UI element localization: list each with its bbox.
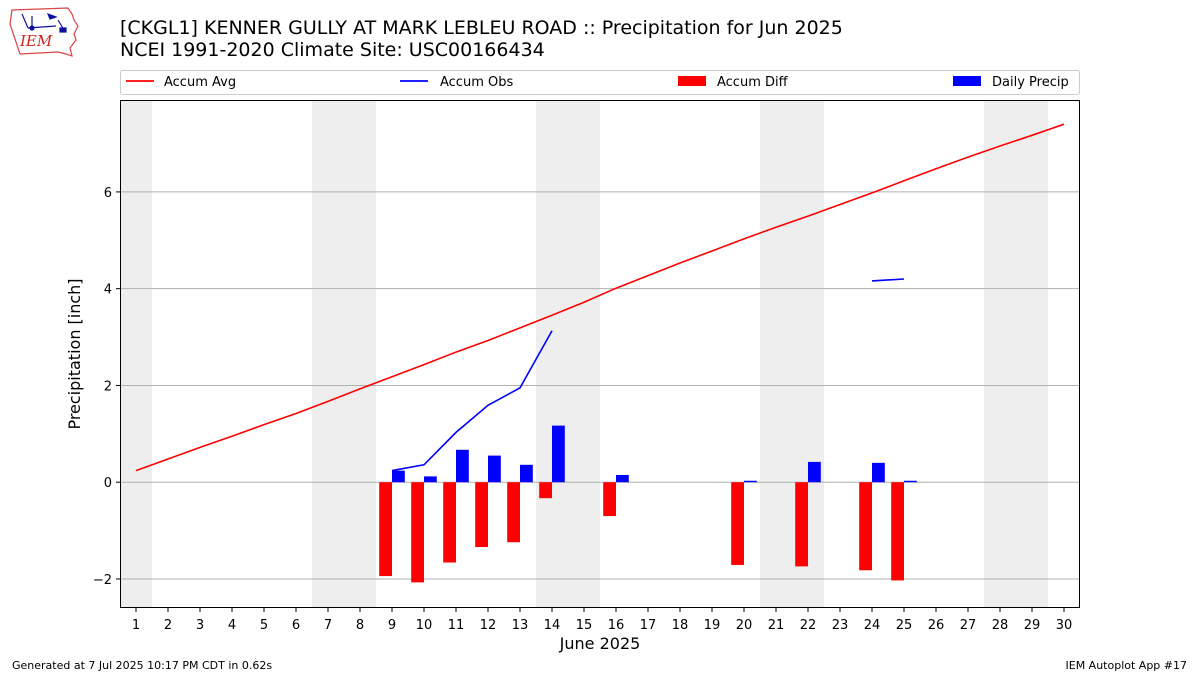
accum-diff-bar — [379, 482, 392, 577]
accum-diff-bar — [443, 482, 456, 563]
x-tick-label: 9 — [388, 618, 396, 633]
daily-precip-bar — [392, 470, 405, 483]
x-tick-label: 16 — [608, 618, 625, 633]
x-tick-label: 12 — [480, 618, 497, 633]
daily-precip-bar — [456, 449, 469, 483]
x-tick-label: 14 — [544, 618, 561, 633]
x-tick-label: 29 — [1024, 618, 1041, 633]
weekend-band — [344, 100, 376, 608]
x-tick-label: 15 — [576, 618, 593, 633]
bars — [379, 425, 917, 583]
x-axis-label: June 2025 — [559, 634, 641, 653]
x-tick-label: 13 — [512, 618, 529, 633]
y-axis: −2 0 2 4 6 — [93, 186, 120, 588]
legend-box — [120, 70, 1080, 95]
grid-lines — [120, 191, 1080, 580]
x-tick-label: 7 — [324, 618, 332, 633]
daily-precip-bar — [488, 455, 501, 483]
accum-diff-bar — [507, 482, 520, 543]
daily-precip-bar — [616, 474, 629, 483]
x-tick-label: 6 — [292, 618, 300, 633]
daily-precip-bar — [424, 476, 437, 483]
daily-precip-bar — [744, 480, 757, 483]
weekend-band — [1016, 100, 1048, 608]
chart-subtitle: NCEI 1991-2020 Climate Site: USC00166434 — [120, 39, 545, 61]
x-tick-label: 4 — [228, 618, 236, 633]
accum-diff-bar — [539, 482, 552, 499]
legend: Accum Avg Accum Obs Accum Diff Daily Precip — [120, 70, 1080, 95]
accum-diff-bar — [603, 482, 616, 517]
y-tick-label: 0 — [104, 476, 112, 491]
series-lines — [135, 123, 1065, 472]
accum-diff-bar — [411, 482, 424, 583]
x-tick-label: 24 — [864, 618, 881, 633]
weekend-band — [984, 100, 1016, 608]
weekend-band — [568, 100, 600, 608]
weekend-band — [760, 100, 792, 608]
legend-label: Accum Obs — [440, 75, 513, 90]
x-tick-label: 25 — [896, 618, 913, 633]
x-tick-label: 18 — [672, 618, 689, 633]
daily-precip-bar — [520, 464, 533, 483]
x-tick-label: 28 — [992, 618, 1009, 633]
daily-precip-bar — [552, 425, 565, 483]
y-tick-label: 2 — [104, 379, 112, 394]
legend-swatch-bar — [678, 76, 706, 86]
legend-label: Accum Diff — [717, 75, 789, 90]
x-tick-label: 26 — [928, 618, 945, 633]
x-tick-label: 5 — [260, 618, 268, 633]
x-tick-label: 11 — [448, 618, 465, 633]
legend-label: Accum Avg — [164, 75, 236, 90]
weekend-band — [120, 100, 152, 608]
legend-swatch-bar — [953, 76, 981, 86]
x-tick-label: 23 — [832, 618, 849, 633]
accum-obs-line — [391, 330, 553, 472]
accum-diff-bar — [731, 482, 744, 565]
y-tick-label: 6 — [104, 186, 112, 201]
accum-diff-bar — [475, 482, 488, 548]
chart-title: [CKGL1] KENNER GULLY AT MARK LEBLEU ROAD… — [120, 17, 843, 39]
generated-timestamp: Generated at 7 Jul 2025 10:17 PM CDT in … — [12, 659, 273, 672]
plot-area-frame — [120, 100, 1080, 608]
daily-precip-bar — [808, 461, 821, 483]
x-tick-label: 3 — [196, 618, 204, 633]
app-credit: IEM Autoplot App #17 — [1065, 659, 1188, 672]
legend-label: Daily Precip — [992, 75, 1069, 90]
x-tick-label: 20 — [736, 618, 753, 633]
iowa-state-outline — [9, 7, 79, 57]
x-tick-label: 21 — [768, 618, 785, 633]
x-tick-label: 19 — [704, 618, 721, 633]
x-tick-label: 10 — [416, 618, 433, 633]
accum-diff-bar — [859, 482, 872, 571]
x-tick-label: 27 — [960, 618, 977, 633]
x-axis: 1 2 3 4 5 6 7 8 9 10 11 12 13 14 15 16 17 18 19 20 21 22 23 24 2… — [132, 608, 1072, 633]
accum-obs-line — [871, 278, 905, 282]
daily-precip-bar — [904, 480, 917, 483]
daily-precip-bar — [872, 462, 885, 483]
x-tick-label: 1 — [132, 618, 140, 633]
logo-text: IEM — [19, 32, 53, 50]
weekend-shading — [120, 100, 1048, 608]
iem-logo: IEM — [9, 7, 79, 57]
accum-diff-bar — [891, 482, 904, 581]
x-tick-label: 2 — [164, 618, 172, 633]
weekend-band — [536, 100, 568, 608]
weather-station-icon — [21, 12, 67, 33]
x-tick-label: 8 — [356, 618, 364, 633]
x-tick-label: 17 — [640, 618, 657, 633]
accum-diff-bar — [795, 482, 808, 567]
x-tick-label: 30 — [1056, 618, 1073, 633]
x-tick-label: 22 — [800, 618, 817, 633]
y-tick-label: −2 — [93, 573, 112, 588]
accum-avg-line — [135, 123, 1065, 472]
weekend-band — [312, 100, 344, 608]
y-tick-label: 4 — [104, 283, 112, 298]
y-axis-label: Precipitation [inch] — [65, 278, 84, 429]
